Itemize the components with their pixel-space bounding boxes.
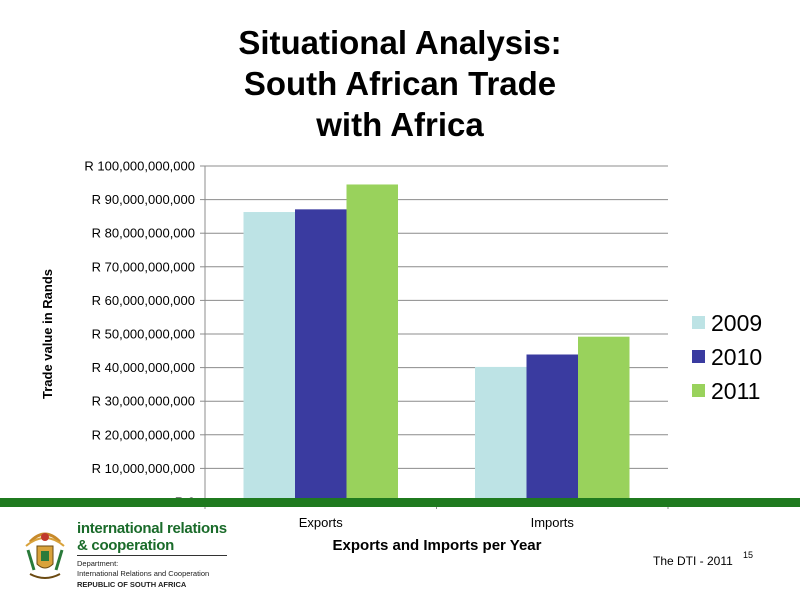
bar-exports-2009: [243, 212, 295, 503]
bar-imports-2011: [578, 336, 630, 502]
logo-dept-name: International Relations and Cooperation: [77, 569, 210, 578]
y-tick-label: R 100,000,000,000: [84, 159, 195, 174]
legend-label: 2009: [711, 310, 762, 336]
y-tick-label: R 50,000,000,000: [92, 327, 195, 342]
footer-text: The DTI - 2011: [653, 554, 733, 568]
legend: 2009 2010 2011: [692, 310, 762, 404]
bar-exports-2011: [346, 184, 398, 503]
logo-dept-label: Department:: [77, 559, 119, 568]
logo-country: REPUBLIC OF SOUTH AFRICA: [77, 580, 187, 589]
legend-swatch-2011: [692, 384, 705, 397]
bar-imports-2010: [526, 354, 578, 502]
y-tick-label: R 60,000,000,000: [92, 293, 195, 308]
y-tick-label: R 10,000,000,000: [92, 461, 195, 476]
y-tick-label: R 20,000,000,000: [92, 427, 195, 442]
title-line-3: with Africa: [316, 106, 484, 143]
y-tick-label: R 70,000,000,000: [92, 259, 195, 274]
logo-text-line2: & cooperation: [77, 537, 174, 554]
bar-imports-2009: [475, 366, 527, 502]
x-tick-labels: Exports Imports: [299, 515, 575, 530]
y-tick-label: R 40,000,000,000: [92, 360, 195, 375]
x-axis-label: Exports and Imports per Year: [333, 537, 542, 554]
slide-title: Situational Analysis: South African Trad…: [150, 22, 650, 145]
y-tick-label: R 30,000,000,000: [92, 394, 195, 409]
dirco-logo: international relations & cooperation De…: [14, 520, 244, 590]
legend-swatch-2010: [692, 350, 705, 363]
x-tick-label: Imports: [531, 515, 575, 530]
page-number: 15: [743, 550, 754, 560]
bar-exports-2010: [295, 209, 347, 502]
legend-label: 2010: [711, 344, 762, 370]
legend-swatch-2009: [692, 316, 705, 329]
x-tick-label: Exports: [299, 515, 344, 530]
y-axis-label: Trade value in Rands: [40, 269, 55, 399]
title-line-2: South African Trade: [243, 65, 557, 102]
bars: [243, 184, 630, 503]
logo-divider: [77, 555, 227, 556]
coat-of-arms-icon: [25, 532, 65, 579]
y-tick-label: R 90,000,000,000: [92, 192, 195, 207]
logo-text-line1: international relations: [77, 520, 227, 537]
brand-green-bar: [0, 498, 800, 507]
y-tick-label: R 80,000,000,000: [92, 226, 195, 241]
title-line-1: Situational Analysis:: [238, 24, 562, 61]
legend-label: 2011: [711, 378, 760, 404]
